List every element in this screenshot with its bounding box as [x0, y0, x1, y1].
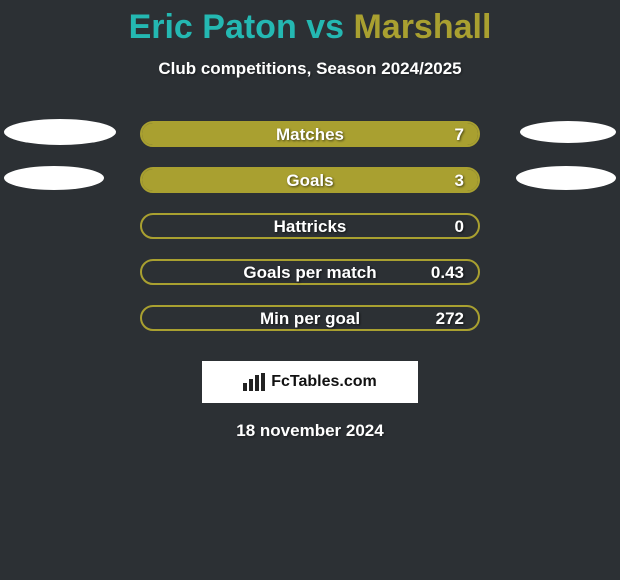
stat-label: Goals [286, 171, 333, 191]
stat-bar-track: Min per goal 272 [140, 305, 480, 331]
stat-value: 0.43 [431, 263, 464, 283]
right-ellipse [516, 166, 616, 190]
stat-row: Min per goal 272 [0, 305, 620, 351]
stat-row: Goals 3 [0, 167, 620, 213]
stat-bar-track: Matches 7 [140, 121, 480, 147]
title-player1: Eric Paton [129, 8, 297, 46]
stat-label: Goals per match [243, 263, 376, 283]
stat-bar-track: Goals 3 [140, 167, 480, 193]
stat-label: Min per goal [260, 309, 360, 329]
attribution-box: FcTables.com [202, 361, 418, 403]
comparison-card: Eric Paton vs Marshall Club competitions… [0, 0, 620, 580]
stat-value: 7 [455, 125, 464, 145]
stat-value: 0 [455, 217, 464, 237]
stats-area: Matches 7 Goals 3 Hattricks 0 Goals per match 0… [0, 121, 620, 351]
left-ellipse [4, 166, 104, 190]
stat-label: Hattricks [274, 217, 347, 237]
page-title: Eric Paton vs Marshall [0, 8, 620, 47]
left-ellipse [4, 119, 116, 145]
attribution-text: FcTables.com [271, 373, 377, 391]
stat-row: Goals per match 0.43 [0, 259, 620, 305]
stat-bar-track: Hattricks 0 [140, 213, 480, 239]
stat-value: 3 [455, 171, 464, 191]
title-player2: Marshall [353, 8, 491, 46]
stat-row: Matches 7 [0, 121, 620, 167]
right-ellipse [520, 121, 616, 143]
stat-label: Matches [276, 125, 344, 145]
barchart-icon [243, 373, 265, 391]
subtitle: Club competitions, Season 2024/2025 [0, 59, 620, 79]
stat-bar-track: Goals per match 0.43 [140, 259, 480, 285]
date-line: 18 november 2024 [0, 421, 620, 441]
stat-value: 272 [436, 309, 464, 329]
stat-row: Hattricks 0 [0, 213, 620, 259]
title-vs: vs [306, 8, 344, 46]
